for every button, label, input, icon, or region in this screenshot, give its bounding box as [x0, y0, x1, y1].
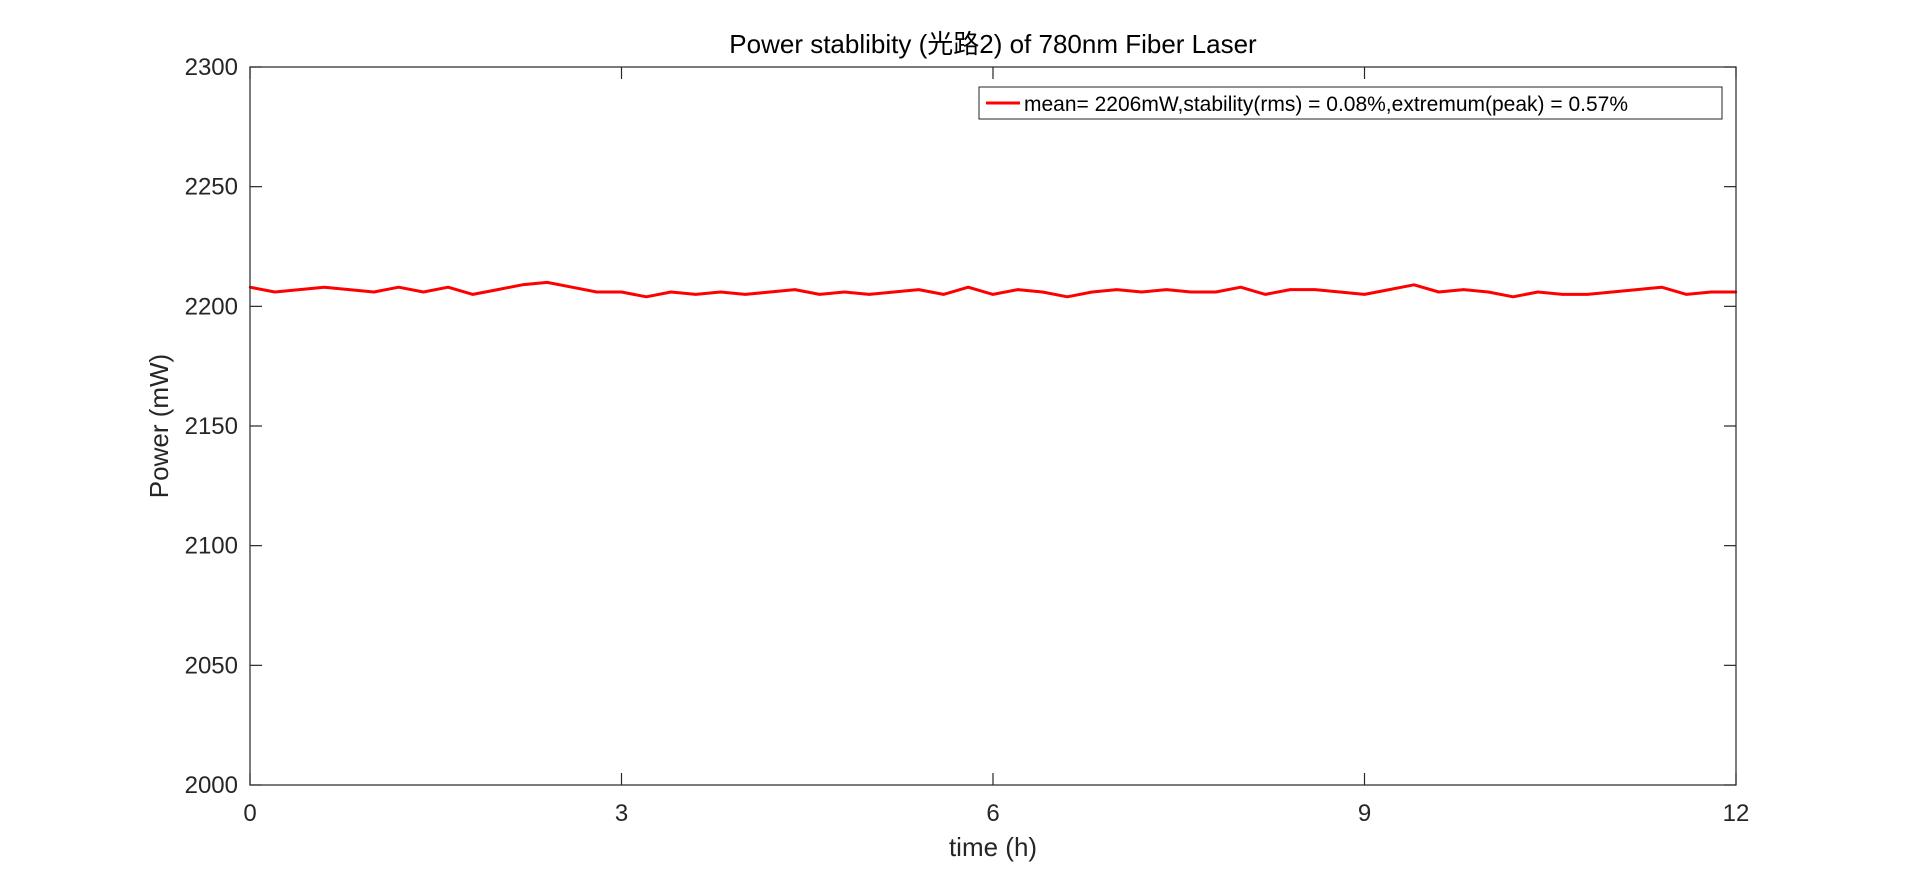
data-point: [1487, 290, 1490, 294]
data-point: [1313, 288, 1317, 291]
y-tick-label: 2050: [185, 652, 238, 679]
data-point: [1289, 288, 1292, 291]
data-point: [1214, 290, 1218, 294]
data-point: [1685, 293, 1688, 296]
data-point: [323, 285, 326, 289]
data-point: [1338, 290, 1341, 294]
data-point: [1462, 288, 1465, 291]
data-point: [967, 285, 970, 289]
data-point: [645, 295, 648, 298]
y-tick-label: 2100: [185, 533, 238, 560]
legend-box: [978, 86, 1723, 120]
chart-title: Power stablibity (光路2) of 780nm Fiber La…: [729, 29, 1257, 59]
data-point: [1090, 290, 1094, 294]
x-tick-label: 6: [986, 800, 999, 827]
data-point: [471, 293, 475, 296]
data-point: [1710, 290, 1713, 294]
legend: mean= 2206mW,stability(rms) = 0.08%,extr…: [978, 86, 1723, 120]
y-axis-label: Power (mW): [144, 354, 174, 498]
data-point: [1536, 290, 1540, 294]
data-point: [867, 293, 871, 296]
y-tick-label: 2150: [185, 413, 238, 440]
data-point: [942, 293, 945, 296]
data-point: [1388, 288, 1391, 291]
data-point: [1635, 288, 1639, 291]
data-point: [991, 293, 995, 296]
data-point: [1165, 288, 1168, 291]
data-point: [1363, 293, 1366, 296]
data-point: [620, 290, 623, 294]
data-point: [446, 285, 450, 289]
data-point: [521, 283, 524, 286]
data-point: [546, 281, 549, 284]
data-point: [818, 293, 821, 296]
data-point: [273, 290, 276, 294]
data-point: [1660, 285, 1663, 289]
data-point: [298, 288, 301, 291]
data-point: [1115, 288, 1119, 291]
data-point: [1264, 293, 1267, 296]
x-tick-label: 9: [1358, 800, 1371, 827]
data-point: [793, 288, 797, 291]
x-tick-label: 0: [243, 800, 256, 827]
y-tick-label: 2200: [185, 293, 238, 320]
data-point: [570, 285, 574, 289]
data-point: [843, 290, 846, 294]
data-point: [422, 290, 425, 294]
data-point: [694, 293, 697, 296]
data-point: [917, 288, 920, 291]
y-tick-label: 2000: [185, 772, 238, 799]
data-point: [595, 290, 598, 294]
data-point: [1016, 288, 1019, 291]
data-point: [1561, 293, 1564, 296]
data-point: [669, 290, 673, 294]
x-tick-label: 3: [615, 800, 628, 827]
x-tick-label: 12: [1723, 800, 1750, 827]
data-point: [1511, 295, 1515, 298]
data-point: [1041, 290, 1044, 294]
data-point: [1189, 290, 1193, 294]
data-point: [1140, 290, 1143, 294]
series-layer: [248, 280, 1738, 299]
data-point: [1437, 290, 1441, 294]
data-point: [1066, 295, 1069, 298]
x-axis-label: time (h): [949, 832, 1037, 862]
data-point: [1610, 290, 1614, 294]
data-point: [397, 285, 400, 289]
data-point: [347, 288, 351, 291]
plot-frame: [249, 66, 1737, 786]
data-point: [1239, 285, 1242, 289]
data-point: [744, 293, 747, 296]
axes: 0 3 6 9 12 2000 2050 2100 2150 2200 2250 2300: [185, 54, 1750, 827]
data-point: [1586, 293, 1589, 296]
y-tick-label: 2250: [185, 174, 238, 201]
data-point: [496, 288, 499, 291]
legend-entry: mean= 2206mW,stability(rms) = 0.08%,extr…: [1024, 93, 1628, 116]
data-point: [372, 290, 376, 294]
data-point: [768, 290, 772, 294]
data-point: [892, 290, 896, 294]
data-point: [719, 290, 722, 294]
data-point: [1412, 283, 1416, 286]
y-tick-label: 2300: [185, 54, 238, 81]
